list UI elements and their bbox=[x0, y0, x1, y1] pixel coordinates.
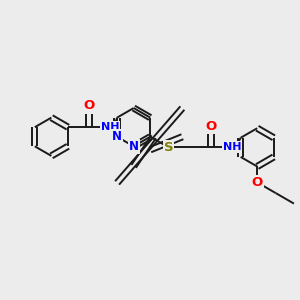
Text: O: O bbox=[83, 100, 95, 112]
Text: N: N bbox=[112, 130, 122, 143]
Text: O: O bbox=[206, 120, 217, 133]
Text: NH: NH bbox=[223, 142, 242, 152]
Text: N: N bbox=[129, 140, 139, 153]
Text: O: O bbox=[252, 176, 263, 189]
Text: NH: NH bbox=[101, 122, 120, 132]
Text: S: S bbox=[164, 141, 173, 154]
